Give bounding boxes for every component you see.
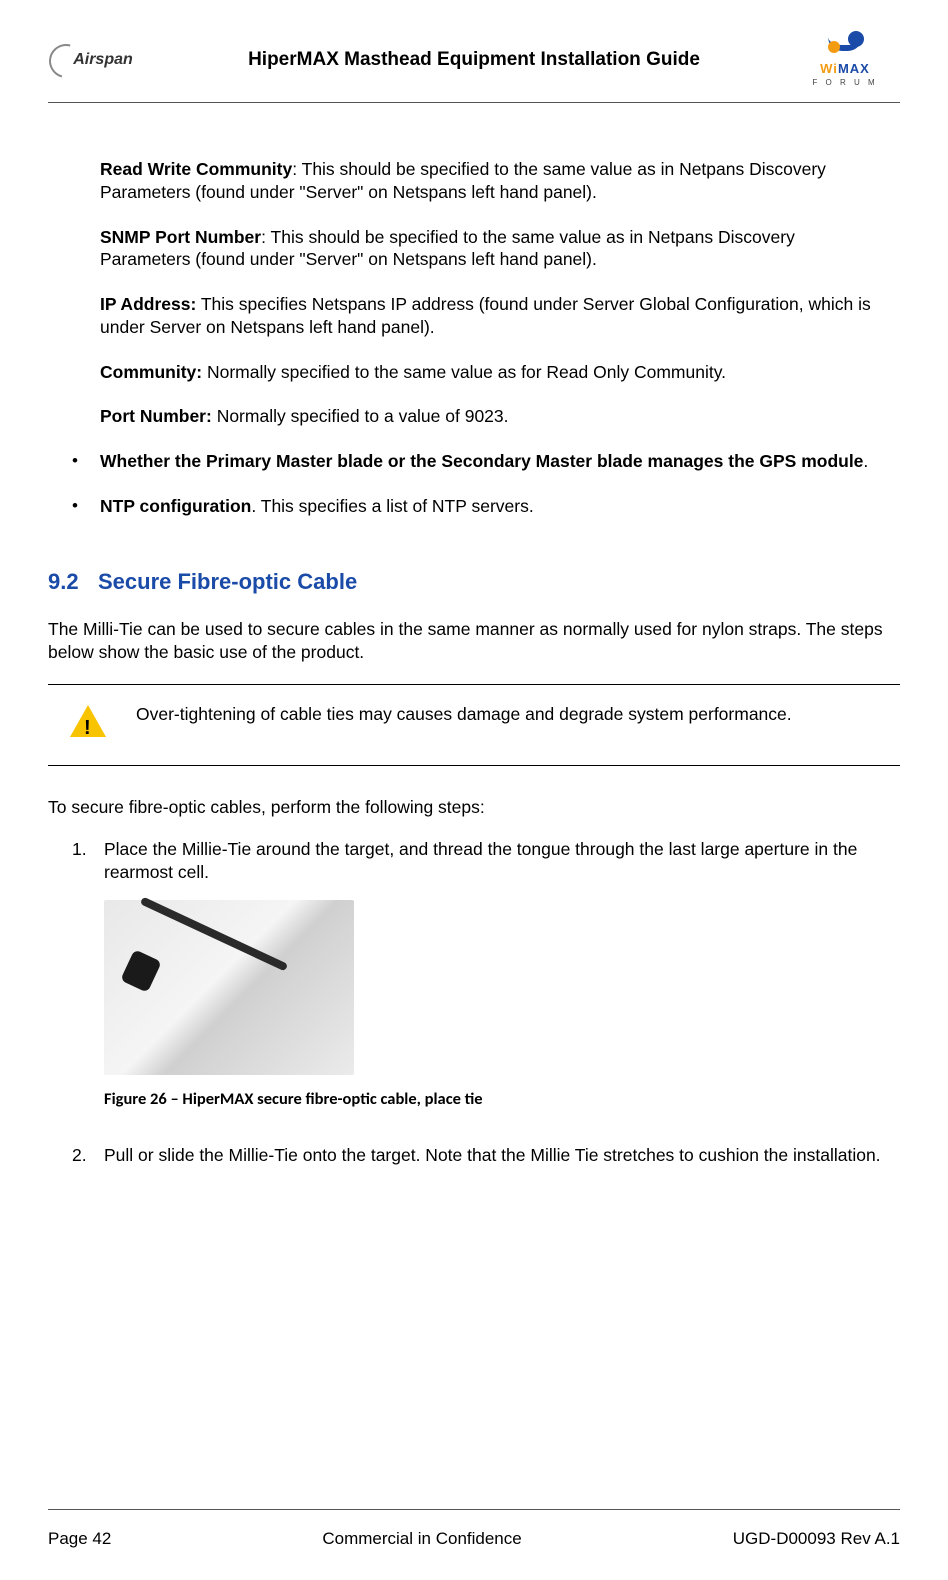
wimax-subtitle: F O R U M — [812, 78, 877, 88]
section-number: 9.2 — [48, 568, 98, 597]
section-title: Secure Fibre-optic Cable — [98, 569, 357, 594]
airspan-logo: Airspan — [48, 30, 158, 90]
page-footer: Page 42 Commercial in Confidence UGD-D00… — [48, 1509, 900, 1550]
step-2: 2. Pull or slide the Millie-Tie onto the… — [48, 1144, 900, 1167]
param-community: Community: Normally specified to the sam… — [100, 361, 890, 384]
section-intro: The Milli-Tie can be used to secure cabl… — [48, 618, 900, 664]
document-title: HiperMAX Masthead Equipment Installation… — [158, 48, 790, 73]
step-number: 1. — [72, 838, 104, 884]
param-snmp-port: SNMP Port Number: This should be specifi… — [100, 226, 890, 272]
footer-docid: UGD-D00093 Rev A.1 — [733, 1528, 900, 1550]
param-port-number: Port Number: Normally specified to a val… — [100, 405, 890, 428]
param-ip-address: IP Address: This specifies Netspans IP a… — [100, 293, 890, 339]
wimax-swoosh-icon — [820, 31, 870, 59]
steps-lead: To secure fibre-optic cables, perform th… — [48, 796, 900, 819]
figure-26-image — [104, 900, 354, 1075]
caution-box: ! Over-tightening of cable ties may caus… — [48, 684, 900, 766]
step-text: Pull or slide the Millie-Tie onto the ta… — [104, 1144, 900, 1167]
bullet-icon: • — [72, 450, 100, 473]
airspan-logo-text: Airspan — [73, 50, 133, 71]
wimax-text: WiMAX — [812, 61, 877, 78]
footer-classification: Commercial in Confidence — [322, 1528, 521, 1550]
page-content: Read Write Community: This should be spe… — [48, 103, 900, 1167]
wimax-logo: WiMAX F O R U M — [790, 30, 900, 90]
caution-text: Over-tightening of cable ties may causes… — [136, 703, 894, 726]
step-number: 2. — [72, 1144, 104, 1167]
step-1: 1. Place the Millie-Tie around the targe… — [48, 838, 900, 884]
bullet-icon: • — [72, 495, 100, 518]
figure-26-caption: Figure 26 – HiperMAX secure fibre-optic … — [104, 1089, 900, 1110]
param-read-write-community: Read Write Community: This should be spe… — [100, 158, 890, 204]
step-text: Place the Millie-Tie around the target, … — [104, 838, 900, 884]
bullet-ntp-config: • NTP configuration. This specifies a li… — [48, 495, 900, 518]
section-heading: 9.2Secure Fibre-optic Cable — [48, 568, 900, 597]
page-header: Airspan HiperMAX Masthead Equipment Inst… — [48, 30, 900, 103]
footer-page: Page 42 — [48, 1528, 111, 1550]
warning-icon: ! — [70, 705, 106, 741]
bullet-gps-module: • Whether the Primary Master blade or th… — [48, 450, 900, 473]
